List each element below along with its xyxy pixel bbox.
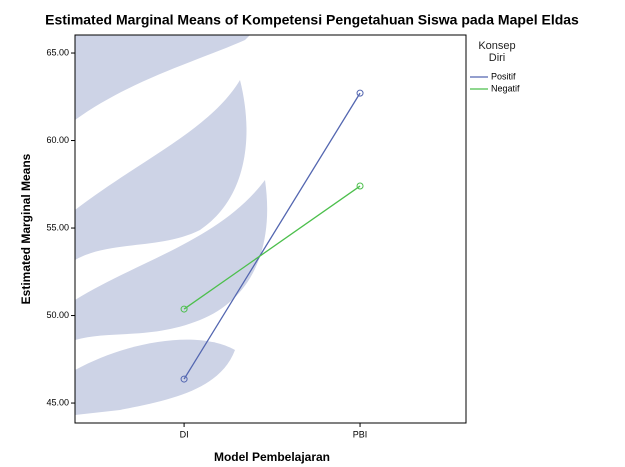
x-tick-label: PBI — [353, 429, 368, 439]
point-marker — [180, 375, 188, 383]
chart-title: Estimated Marginal Means of Kompetensi P… — [45, 12, 579, 28]
y-tick-label: 65.00 — [46, 47, 69, 57]
legend-title: Konsep Diri — [478, 40, 516, 64]
x-axis-label: Model Pembelajaran — [214, 450, 330, 464]
y-axis-label: Estimated Marginal Means — [19, 153, 33, 304]
y-tick-label: 50.00 — [46, 310, 69, 320]
legend-label: Negatif — [491, 83, 520, 93]
point-marker — [180, 305, 188, 313]
y-tick-label: 55.00 — [46, 222, 69, 232]
watermark — [75, 35, 268, 415]
plot-frame — [74, 34, 467, 424]
y-tick-label: 45.00 — [46, 397, 69, 407]
series-line — [183, 92, 361, 380]
point-marker — [356, 89, 364, 97]
x-tick-label: DI — [180, 429, 189, 439]
legend-label: Positif — [491, 71, 516, 81]
y-tick-label: 60.00 — [46, 135, 69, 145]
point-marker — [356, 182, 364, 190]
series-line — [183, 185, 361, 310]
